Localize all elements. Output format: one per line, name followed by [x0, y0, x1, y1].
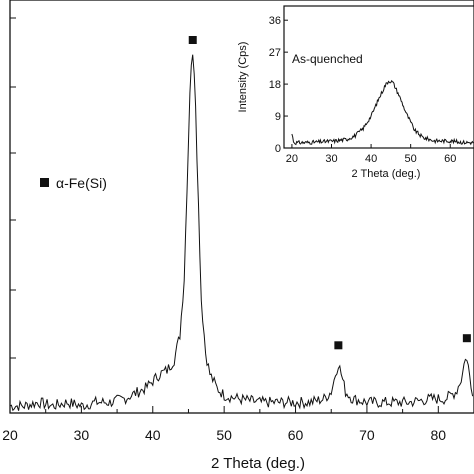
x-tick-label: 30 — [74, 427, 90, 443]
inset-y-tick-label: 18 — [269, 79, 281, 91]
inset-x-tick-label: 40 — [365, 153, 377, 165]
inset-y-tick-label: 9 — [275, 111, 281, 123]
xrd-series-line — [9, 54, 474, 412]
peak-marker — [462, 334, 471, 343]
inset-frame — [283, 5, 474, 149]
x-tick-label: 80 — [431, 427, 447, 443]
inset-x-axis-title: 2 Theta (deg.) — [352, 168, 421, 180]
inset-plot: 0 9 18 27 36 20 30 40 50 60 2 Theta (deg.) Intensit… — [237, 5, 474, 180]
x-axis-title: 2 Theta (deg.) — [211, 455, 305, 472]
x-tick-label: 40 — [145, 427, 161, 443]
inset-x-tick-label: 60 — [444, 153, 456, 165]
inset-y-tick-label: 36 — [269, 15, 281, 27]
x-tick-label: 70 — [359, 427, 375, 443]
main-plot-frame — [9, 0, 474, 414]
x-tick-label: 60 — [288, 427, 304, 443]
x-tick-label: 20 — [2, 427, 18, 443]
inset-series-line — [291, 79, 474, 146]
inset-y-axis-title: Intensity (Cps) — [237, 42, 249, 113]
inset-x-tick-label: 50 — [405, 153, 417, 165]
peak-marker — [188, 36, 197, 44]
inset-y-tick-label: 0 — [275, 143, 281, 155]
inset-x-tick-label: 30 — [325, 153, 337, 165]
inset-x-tick-label: 20 — [286, 153, 298, 165]
legend-marker — [40, 178, 49, 187]
inset-y-tick-label: 27 — [269, 47, 281, 59]
inset-annotation: As-quenched — [292, 52, 363, 66]
x-tick-label: 50 — [216, 427, 232, 443]
legend-label: α-Fe(Si) — [56, 175, 107, 191]
peak-marker — [334, 341, 343, 350]
